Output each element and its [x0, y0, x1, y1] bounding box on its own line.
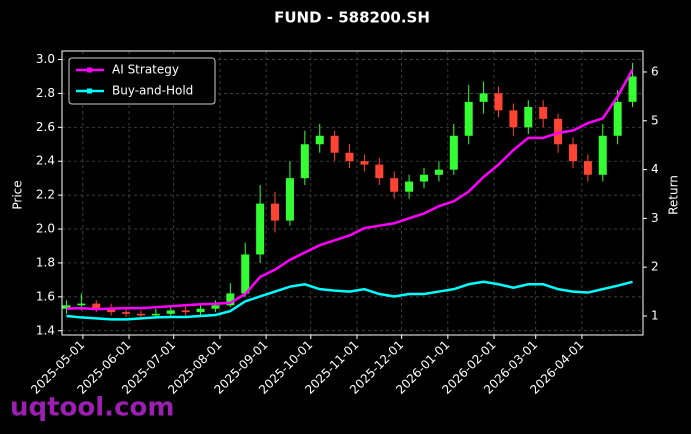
legend-marker — [87, 88, 92, 94]
legend-box — [68, 57, 216, 105]
candle-body — [166, 310, 175, 314]
y2-tick-label: 1 — [651, 308, 659, 322]
candle-body — [434, 169, 443, 175]
candle-body — [211, 305, 220, 309]
watermark: uqtool.com — [10, 393, 174, 423]
candle-body — [449, 135, 458, 170]
y-tick-label: 2.6 — [36, 120, 55, 134]
y-tick-label: 1.8 — [36, 255, 55, 269]
y2-tick-label: 3 — [651, 211, 659, 225]
candle-body — [285, 178, 294, 221]
candle-body — [256, 203, 265, 255]
candle-body — [375, 164, 384, 179]
candle-body — [494, 93, 503, 111]
y-axis-label: Price — [11, 180, 25, 209]
chart-title: FUND - 588200.SH — [274, 9, 430, 27]
candle-body — [613, 101, 622, 136]
candle-body — [509, 110, 518, 128]
candle-body — [122, 312, 131, 314]
candle-body — [405, 181, 414, 192]
candle-body — [539, 106, 548, 119]
y2-tick-label: 2 — [651, 260, 659, 274]
y-tick-label: 1.6 — [36, 289, 55, 303]
y2-tick-label: 4 — [651, 162, 659, 176]
candle-body — [226, 293, 235, 306]
candle-body — [554, 118, 563, 145]
candle-body — [524, 106, 533, 128]
y-tick-label: 1.4 — [36, 323, 55, 337]
candle-body — [390, 178, 399, 192]
series-line — [66, 68, 634, 311]
candle-body — [360, 161, 369, 165]
candle-body — [464, 101, 473, 136]
y2-axis-label: Return — [667, 175, 681, 215]
plot-frame — [61, 50, 644, 336]
candle-body — [300, 144, 309, 179]
candle-body — [151, 313, 160, 316]
candle-body — [345, 152, 354, 162]
candle-body — [420, 174, 429, 182]
candle-body — [583, 161, 592, 175]
candle-body — [598, 135, 607, 175]
y-tick-label: 2.0 — [36, 222, 55, 236]
series-line — [66, 280, 633, 321]
candle-body — [628, 76, 637, 102]
y-tick-label: 2.4 — [36, 154, 55, 168]
candle-body — [181, 310, 190, 313]
candle-body — [196, 308, 205, 313]
candle-body — [136, 313, 145, 316]
legend-label: Buy-and-Hold — [112, 84, 193, 98]
candle-body — [271, 203, 280, 221]
legend: AI Strategy Buy-and-Hold — [68, 57, 216, 105]
candle-body — [479, 93, 488, 102]
legend-label: AI Strategy — [112, 63, 179, 77]
candle-body — [241, 254, 250, 294]
candle-body — [92, 303, 101, 309]
y2-tick-label: 6 — [651, 64, 659, 78]
legend-marker — [87, 67, 92, 73]
y2-tick-label: 5 — [651, 113, 659, 127]
candle-body — [77, 303, 86, 306]
candle-body — [568, 144, 577, 162]
candle-body — [62, 305, 71, 309]
y-tick-label: 3.0 — [36, 52, 55, 66]
candle-body — [330, 135, 339, 153]
y-tick-label: 2.8 — [36, 86, 55, 100]
candle-body — [107, 308, 116, 313]
candle-body — [315, 135, 324, 145]
y-tick-label: 2.2 — [36, 188, 55, 202]
